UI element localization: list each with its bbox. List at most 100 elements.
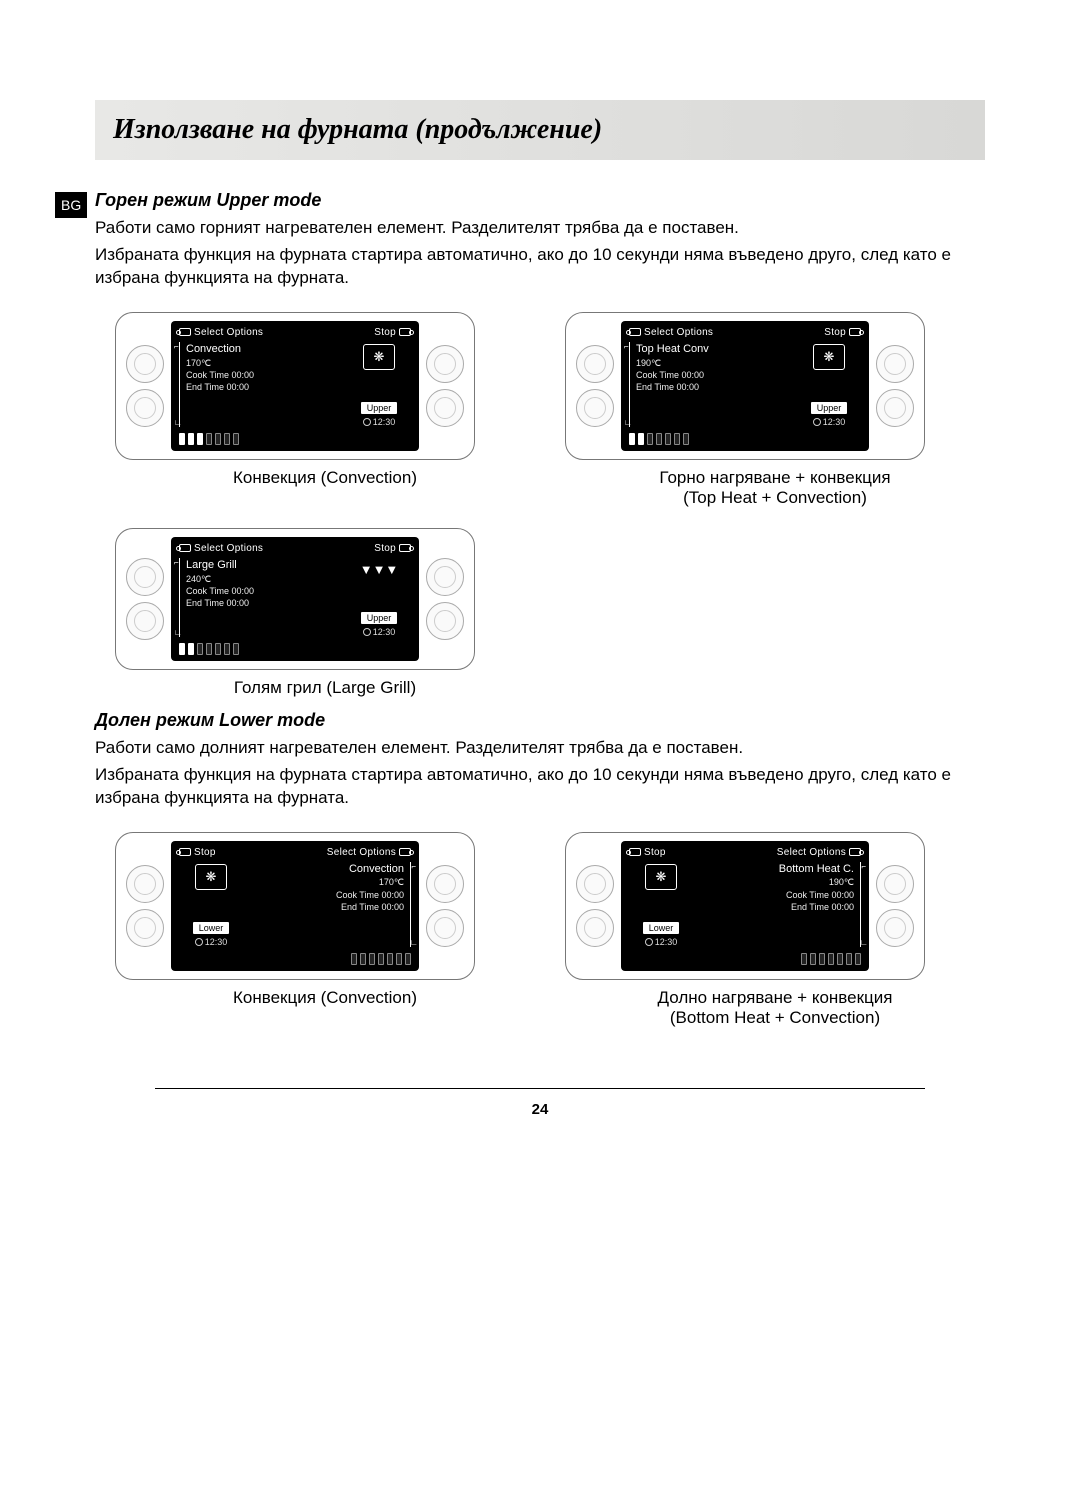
scale-segment [387,953,393,965]
cook-time-label: Cook Time 00:00 [636,369,791,381]
display-body: ⌐Large Grill240℃Cook Time 00:00End Time … [179,558,411,637]
knob-pair-right [426,345,464,427]
display-info-column: ⌐Top Heat Conv190℃Cook Time 00:00End Tim… [629,342,791,427]
scale-segment [801,953,807,965]
display-top-left: Select Options [179,543,263,554]
key-icon [179,328,191,336]
oven-display-panel: Select OptionsStop ⌐Convection170℃Cook T… [115,312,475,460]
progress-scale [179,433,239,445]
temp-label: 190℃ [636,357,791,369]
zone-badge: Upper [811,402,848,414]
knob-pair-left [126,345,164,427]
marker-icon: ⌐ [174,558,180,567]
display-body: ⌐Convection170℃Cook Time 00:00End Time 0… [179,862,411,947]
end-time-label: End Time 00:00 [186,381,341,393]
mode-icon: ❋ [195,864,227,890]
key-icon [629,848,641,856]
key-icon [849,328,861,336]
knob-icon [876,345,914,383]
page-number: 24 [95,1101,985,1118]
clock-label: 12:30 [195,937,228,947]
knob-icon [426,389,464,427]
lower-heading: Долен режим Lower mode [95,710,985,731]
knob-icon [126,602,164,640]
lang-badge: BG [55,192,87,218]
key-icon [399,328,411,336]
knob-icon [576,345,614,383]
cook-time-label: Cook Time 00:00 [186,369,341,381]
scale-segment [819,953,825,965]
cook-time-label: Cook Time 00:00 [249,889,404,901]
display-icon-column: ❋Upper12:30 [347,342,411,427]
cook-time-label: Cook Time 00:00 [186,585,341,597]
panel-cell: StopSelect Options ⌐Bottom Heat C.190℃Co… [565,832,985,1028]
scale-segment [351,953,357,965]
scale-segment [233,433,239,445]
oven-display-panel: Select OptionsStop ⌐Top Heat Conv190℃Coo… [565,312,925,460]
scale-segment [629,433,635,445]
lower-para1: Работи само долният нагревателен елемент… [95,737,985,760]
clock-label: 12:30 [363,627,396,637]
mode-icon: ▼▼▼ [363,560,395,580]
scale-segment [378,953,384,965]
clock-icon [813,418,821,426]
zone-badge: Lower [193,922,230,934]
panel-caption: Конвекция (Convection) [115,988,535,1008]
key-icon [399,544,411,552]
knob-icon [576,909,614,947]
marker-icon: ∟ [174,418,180,427]
panel-cell: StopSelect Options ⌐Convection170℃Cook T… [115,832,535,1028]
scale-segment [197,433,203,445]
clock-label: 12:30 [645,937,678,947]
key-icon [849,848,861,856]
scale-segment [837,953,843,965]
panel-cell: Select OptionsStop ⌐Top Heat Conv190℃Coo… [565,312,985,508]
scale-segment [179,433,185,445]
upper-para1: Работи само горният нагревателен елемент… [95,217,985,240]
end-time-label: End Time 00:00 [699,901,854,913]
scale-segment [188,643,194,655]
key-icon [179,848,191,856]
scale-segment [206,643,212,655]
knob-pair-left [576,345,614,427]
placeholder-icon [813,376,845,396]
marker-icon: ∟ [410,938,416,947]
upper-heading: Горен режим Upper mode [95,190,985,211]
footer-rule [155,1088,925,1089]
knob-pair-right [426,865,464,947]
upper-panels-grid: Select OptionsStop ⌐Convection170℃Cook T… [115,312,985,698]
display-body: ⌐Top Heat Conv190℃Cook Time 00:00End Tim… [629,342,861,427]
panel-cell: Select OptionsStop ⌐Large Grill240℃Cook … [115,528,535,698]
knob-icon [126,345,164,383]
cook-time-label: Cook Time 00:00 [699,889,854,901]
clock-icon [363,628,371,636]
mode-label: Convection [186,342,341,357]
end-time-label: End Time 00:00 [186,597,341,609]
knob-icon [126,909,164,947]
knob-icon [876,389,914,427]
display-bottom [629,429,861,445]
display-top-right: Stop [824,327,861,338]
knob-icon [126,558,164,596]
scale-segment [188,433,194,445]
scale-segment [179,643,185,655]
upper-section: BG Горен режим Upper mode Работи само го… [95,190,985,698]
placeholder-icon [195,896,227,916]
lcd-display: StopSelect Options ⌐Convection170℃Cook T… [171,841,419,971]
marker-icon: ⌐ [410,862,416,871]
panel-cell: Select OptionsStop ⌐Convection170℃Cook T… [115,312,535,508]
page-title-bar: Използване на фурната (продължение) [95,100,985,160]
knob-icon [426,909,464,947]
progress-scale [801,953,861,965]
oven-display-panel: StopSelect Options ⌐Bottom Heat C.190℃Co… [565,832,925,980]
scale-segment [215,433,221,445]
display-bottom [179,949,411,965]
knob-icon [876,909,914,947]
temp-label: 170℃ [249,876,404,888]
placeholder-icon [645,896,677,916]
scale-segment [855,953,861,965]
temp-label: 170℃ [186,357,341,369]
scale-segment [405,953,411,965]
knob-pair-right [426,558,464,640]
knob-icon [426,558,464,596]
